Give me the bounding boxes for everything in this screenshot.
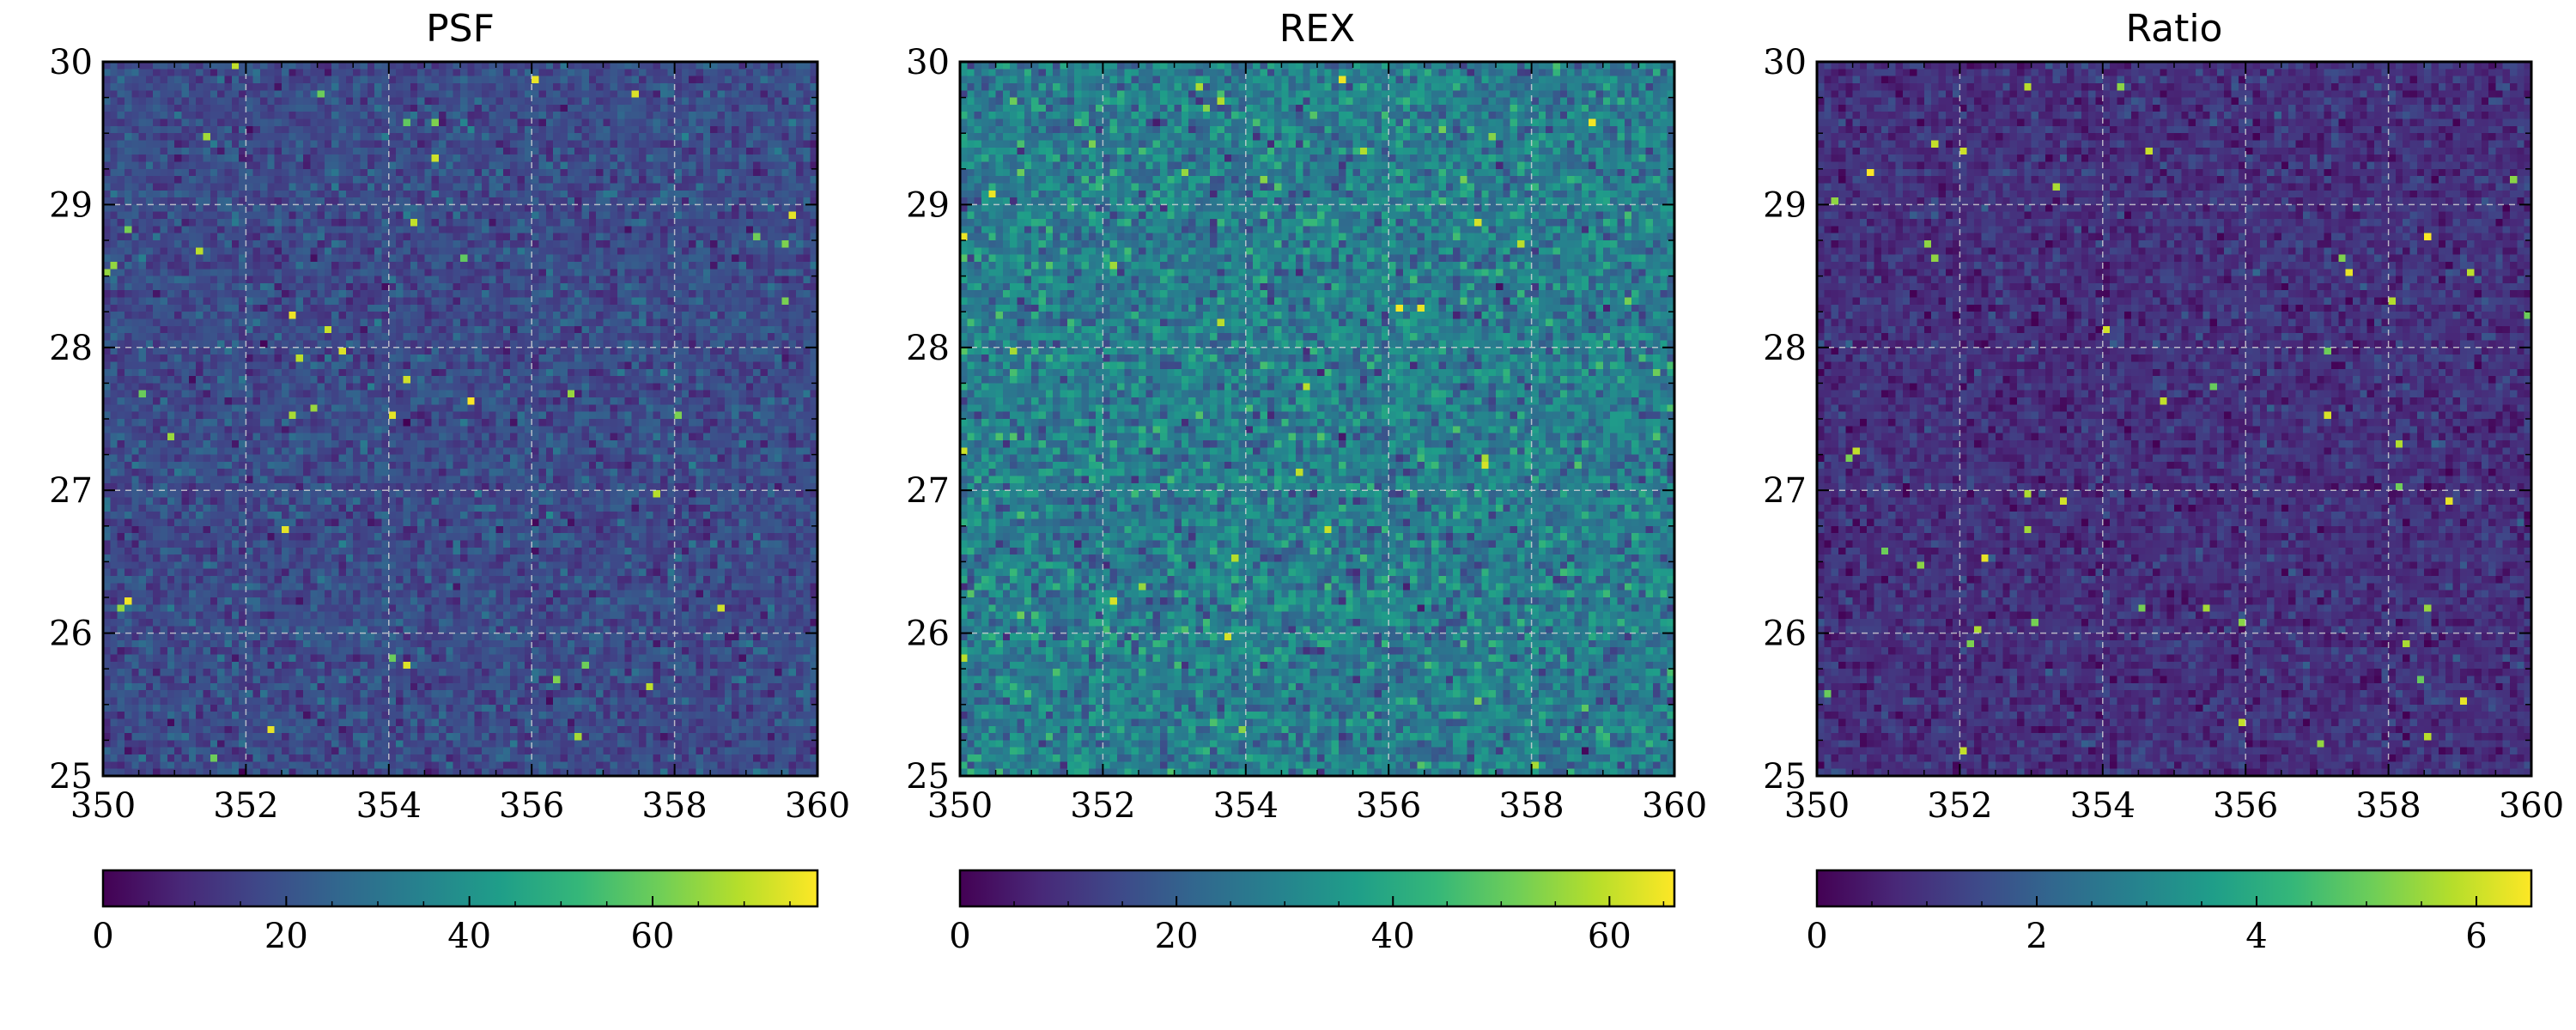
colorbar-tick-label: 2 — [2026, 917, 2047, 956]
x-tick-label: 350 — [70, 786, 136, 826]
heatmap-cells — [103, 62, 817, 776]
x-tick-label: 354 — [356, 786, 422, 826]
colorbar-tick-label: 0 — [1806, 917, 1827, 956]
x-tick-label: 354 — [2070, 786, 2136, 826]
x-tick-label: 360 — [1642, 786, 1707, 826]
y-tick-label: 26 — [906, 615, 950, 654]
colorbar-tick-label: 20 — [1155, 917, 1199, 956]
y-tick-label: 28 — [49, 329, 93, 368]
colorbar-tick-label: 6 — [2465, 917, 2487, 956]
x-tick-label: 356 — [499, 786, 564, 826]
y-tick-label: 25 — [1763, 757, 1807, 797]
grid-lines — [103, 62, 817, 776]
colorbar-gradient — [1815, 869, 2533, 908]
x-tick-label: 358 — [641, 786, 707, 826]
colorbar: 0 20 40 60 — [949, 869, 1676, 956]
x-tick-label: 352 — [1070, 786, 1135, 826]
y-tick-label: 29 — [1763, 185, 1807, 225]
grid-lines — [1817, 62, 2531, 776]
colorbar-tick-label: 0 — [92, 917, 113, 956]
y-tick-label: 30 — [906, 43, 950, 82]
y-tick-label: 25 — [49, 757, 93, 797]
heatmap-image — [1817, 62, 2531, 776]
y-tick-label: 30 — [49, 43, 93, 82]
panel-rex: REX 350 352 354 356 358 360 25 26 27 28 29 30 0 20 40… — [906, 7, 1707, 956]
colorbar-tick-label: 40 — [447, 917, 491, 956]
y-tick-label: 25 — [906, 757, 950, 797]
axis-ticks: 350 352 354 356 358 360 25 26 27 28 29 30 — [49, 43, 850, 826]
colorbar-gradient — [958, 869, 1676, 908]
x-tick-label: 358 — [1498, 786, 1564, 826]
x-tick-label: 360 — [2499, 786, 2564, 826]
y-tick-label: 28 — [1763, 329, 1807, 368]
colorbar-tick-label: 20 — [264, 917, 308, 956]
heatmap-cells — [960, 62, 1674, 776]
panel-title: REX — [1279, 7, 1356, 51]
colorbar: 0 2 4 6 — [1806, 869, 2533, 956]
x-tick-label: 352 — [1927, 786, 1992, 826]
grid-lines — [960, 62, 1674, 776]
y-tick-label: 27 — [906, 471, 950, 511]
axis-ticks: 350 352 354 356 358 360 25 26 27 28 29 30 — [1763, 43, 2564, 826]
panel-ratio: Ratio 350 352 354 356 358 360 25 26 27 28 29 30 0 2 4… — [1763, 7, 2564, 956]
y-tick-label: 27 — [49, 471, 93, 511]
x-tick-label: 360 — [785, 786, 850, 826]
colorbar-gradient — [101, 869, 819, 908]
colorbar-tick-label: 4 — [2245, 917, 2267, 956]
y-tick-label: 26 — [49, 615, 93, 654]
panel-title: Ratio — [2126, 7, 2223, 51]
heatmap-image — [103, 62, 817, 776]
x-tick-label: 350 — [1784, 786, 1850, 826]
x-tick-label: 352 — [213, 786, 278, 826]
colorbar-tick-label: 60 — [631, 917, 675, 956]
y-tick-label: 29 — [49, 185, 93, 225]
x-tick-label: 356 — [2213, 786, 2278, 826]
y-tick-label: 30 — [1763, 43, 1807, 82]
y-tick-label: 28 — [906, 329, 950, 368]
panel-title: PSF — [426, 7, 495, 51]
heatmap-image — [960, 62, 1674, 776]
x-tick-label: 350 — [927, 786, 993, 826]
y-tick-label: 27 — [1763, 471, 1807, 511]
panel-psf: PSF 350 352 354 356 358 360 25 26 27 28 29 30 0 20 40… — [49, 7, 850, 956]
y-tick-label: 26 — [1763, 615, 1807, 654]
axis-ticks: 350 352 354 356 358 360 25 26 27 28 29 30 — [906, 43, 1707, 826]
x-tick-label: 354 — [1213, 786, 1279, 826]
colorbar-tick-label: 60 — [1588, 917, 1631, 956]
x-tick-label: 356 — [1356, 786, 1421, 826]
x-tick-label: 358 — [2355, 786, 2421, 826]
y-tick-label: 29 — [906, 185, 950, 225]
colorbar-tick-label: 40 — [1371, 917, 1415, 956]
heatmap-cells — [1817, 62, 2531, 776]
colorbar-tick-label: 0 — [949, 917, 970, 956]
colorbar: 0 20 40 60 — [92, 869, 819, 956]
